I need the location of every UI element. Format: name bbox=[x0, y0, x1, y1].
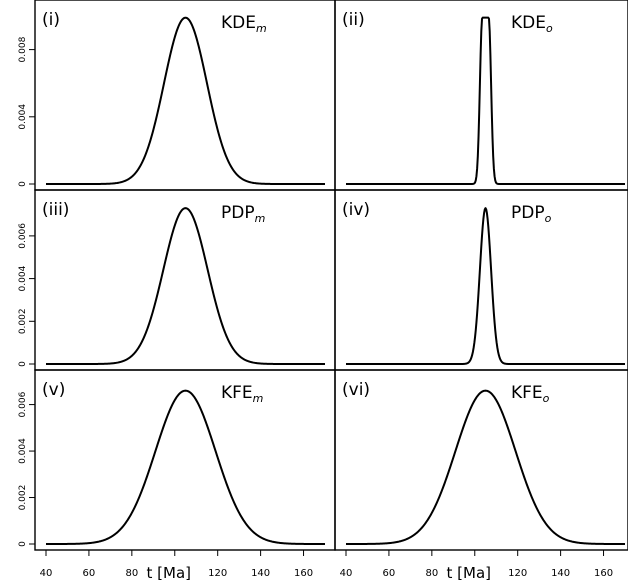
panel-name: PDPo bbox=[511, 203, 552, 225]
y-tick-label: 0.006 bbox=[18, 391, 28, 417]
x-tick-label: 160 bbox=[294, 568, 313, 579]
y-tick-label: 0.002 bbox=[18, 485, 28, 511]
y-tick-label: 0 bbox=[18, 541, 28, 547]
y-tick-label: 0.002 bbox=[18, 308, 28, 334]
x-tick-label: 120 bbox=[208, 568, 227, 579]
x-tick-label: 60 bbox=[383, 568, 396, 579]
panel-tag: (vi) bbox=[342, 380, 370, 400]
y-tick-label: 0.008 bbox=[18, 36, 28, 62]
panel-frame bbox=[334, 369, 628, 551]
y-tick-label: 0.004 bbox=[18, 104, 28, 130]
y-tick-label: 0 bbox=[18, 181, 28, 187]
panel-frame bbox=[334, 189, 628, 371]
x-tick-label: 60 bbox=[83, 568, 96, 579]
panel-4: (iv) PDPo bbox=[334, 189, 628, 371]
x-tick-label: 120 bbox=[508, 568, 527, 579]
panel-3: 0 0.002 0.004 0.006 (iii) PDPm bbox=[18, 189, 336, 371]
panel-6: (vi) KFEo bbox=[334, 369, 628, 551]
x-tick-label: 40 bbox=[40, 568, 53, 579]
x-tick-label: 80 bbox=[425, 568, 438, 579]
panel-name: PDPm bbox=[221, 203, 265, 225]
panel-tag: (ii) bbox=[342, 10, 365, 30]
panel-tag: (i) bbox=[42, 10, 60, 30]
x-axis-2: 40 60 80 120 140 160 t [Ma] bbox=[340, 550, 613, 581]
panel-frame bbox=[34, 0, 336, 191]
panel-tag: (v) bbox=[42, 380, 65, 400]
panel-name: KFEo bbox=[511, 383, 550, 405]
panel-name: KFEm bbox=[221, 383, 263, 405]
panel-frame bbox=[34, 369, 336, 551]
panel-subscript: o bbox=[545, 212, 552, 225]
panel-name: KDEm bbox=[221, 13, 267, 35]
x-tick-label: 140 bbox=[251, 568, 270, 579]
panel-subscript: m bbox=[256, 22, 267, 35]
density-curve bbox=[45, 389, 326, 545]
x-tick-label: 40 bbox=[340, 568, 353, 579]
panel-subscript: o bbox=[546, 22, 553, 35]
panel-tag: (iii) bbox=[42, 200, 69, 220]
panel-subscript: m bbox=[255, 212, 266, 225]
x-axis-1: 40 60 80 120 140 160 t [Ma] bbox=[40, 550, 313, 581]
panel-name: KDEo bbox=[511, 13, 553, 35]
density-curve bbox=[45, 207, 326, 365]
x-tick-label: 140 bbox=[551, 568, 570, 579]
x-tick-label: 80 bbox=[125, 568, 138, 579]
panel-frame bbox=[34, 189, 336, 371]
panel-5: 0 0.002 0.004 0.006 (v) KFEm bbox=[18, 369, 336, 551]
y-tick-label: 0 bbox=[18, 361, 28, 367]
density-curve bbox=[45, 16, 326, 185]
panel-1: 0 0.004 0.008 (i) KDEm bbox=[18, 0, 336, 191]
x-axis-label: t [Ma] bbox=[447, 564, 492, 581]
panel-subscript: o bbox=[543, 392, 550, 405]
panel-2: (ii) KDEo bbox=[334, 0, 628, 191]
y-tick-label: 0.004 bbox=[18, 265, 28, 291]
panel-subscript: m bbox=[253, 392, 264, 405]
y-tick-label: 0.004 bbox=[18, 438, 28, 464]
density-curve bbox=[345, 16, 626, 185]
density-curve bbox=[345, 207, 626, 365]
density-curve bbox=[345, 389, 626, 545]
x-axis-label: t [Ma] bbox=[147, 564, 192, 581]
y-tick-label: 0.006 bbox=[18, 223, 28, 249]
panel-tag: (iv) bbox=[342, 200, 370, 220]
x-tick-label: 160 bbox=[594, 568, 613, 579]
